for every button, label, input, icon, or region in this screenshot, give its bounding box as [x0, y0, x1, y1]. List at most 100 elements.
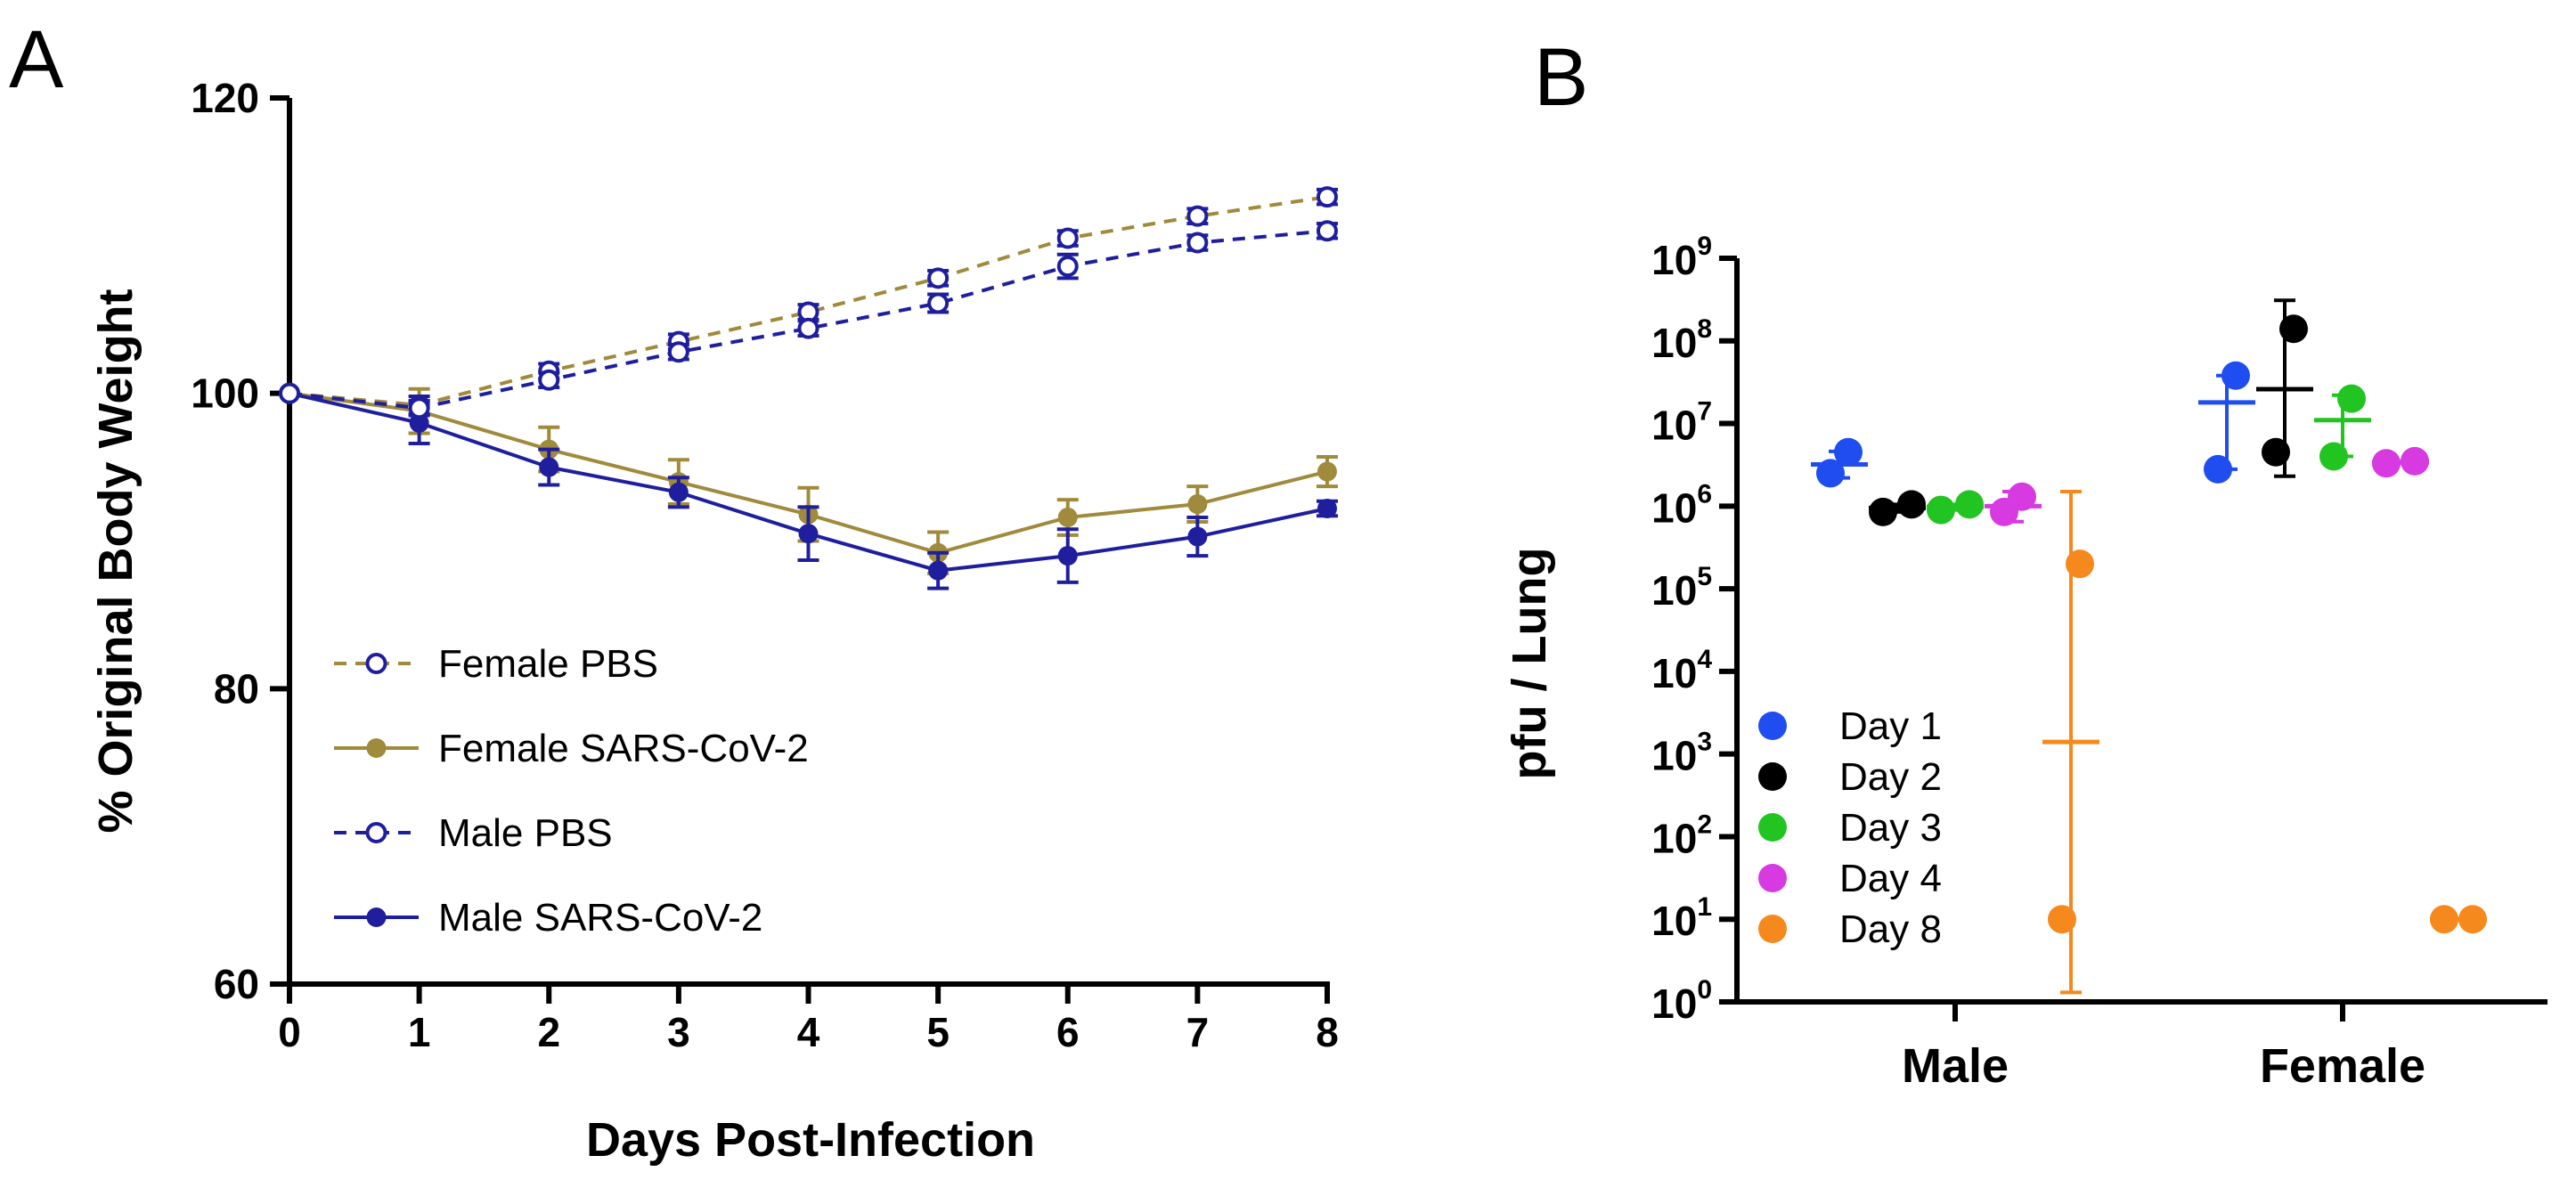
panel-a-y-axis-title: % Original Body Weight — [89, 289, 143, 833]
panel-a-male-pbs-point — [667, 341, 689, 363]
panel-b-day-8-point — [2066, 549, 2094, 579]
panel-a-y-tick-label: 100 — [191, 370, 259, 417]
panel-b-day-2-point — [1897, 490, 1926, 519]
panel-b-day-3-point — [1927, 495, 1955, 525]
panel-b-y-tick-exponent: 1 — [1697, 892, 1712, 922]
panel-a-y-tick-label: 60 — [214, 961, 259, 1007]
panel-b-day-1-point — [2204, 454, 2232, 484]
panel-b-legend-day-3-label: Day 3 — [1839, 806, 1942, 850]
panel-b-y-tick-base: 10 — [1651, 320, 1697, 366]
panel-b-y-tick-base: 10 — [1651, 898, 1697, 944]
panel-b-day-4-point — [2008, 482, 2036, 511]
panel-b-y-tick-label: 104 — [1651, 645, 1712, 696]
panel-a-axes: 60 80 100 120 0 1 2 3 4 5 6 7 8 — [191, 75, 1339, 1055]
panel-b-y-tick-exponent: 3 — [1697, 728, 1712, 757]
panel-b-y-tick-base: 10 — [1651, 650, 1697, 696]
panel-b-day-1-point — [1834, 437, 1863, 467]
panel-b-y-tick-label: 103 — [1651, 728, 1712, 779]
panel-a-x-tick-label: 4 — [797, 1009, 820, 1055]
panel-b-legend: Day 1 Day 2 Day 3 Day 4 Day 8 — [1758, 704, 1942, 951]
panel-a-x-tick-label: 0 — [278, 1009, 301, 1055]
panel-a-x-tick-label: 1 — [408, 1009, 431, 1055]
panel-b-day-8-point — [2048, 905, 2076, 934]
panel-b-y-tick-exponent: 5 — [1697, 562, 1712, 591]
panel-a-female-pbs-point — [1186, 205, 1209, 227]
panel-a-legend-male-pbs-label: Male PBS — [438, 811, 613, 855]
panel-a-series — [279, 186, 1338, 590]
panel-a-male-pbs-point — [408, 397, 430, 419]
panel-a-legend-female-sars-cov-2-marker — [366, 738, 387, 758]
panel-b-legend-day-2-label: Day 2 — [1839, 755, 1942, 799]
panel-a-male-pbs-point — [538, 369, 560, 391]
panel-b-y-tick-exponent: 4 — [1697, 645, 1712, 674]
panel-b-legend-day-1-label: Day 1 — [1839, 704, 1942, 748]
panel-a-legend-male-sars-cov-2-marker — [366, 907, 387, 927]
panel-a-male-pbs-line — [289, 229, 1328, 411]
panel-a-letter: A — [9, 14, 64, 105]
panel-a-legend-female-sars-cov-2-label: Female SARS-CoV-2 — [438, 727, 809, 770]
panel-a-female-sars-cov-2-point — [1187, 494, 1208, 515]
panel-a-male-sars-cov-2-point — [1317, 499, 1337, 519]
panel-b-day-3-point — [2337, 384, 2366, 413]
panel-a-x-tick-label: 8 — [1316, 1009, 1339, 1055]
panel-a-male-sars-cov-2-point — [1057, 546, 1078, 566]
panel-b-y-tick-label: 106 — [1651, 479, 1712, 531]
panel-b-y-tick-label: 100 — [1651, 975, 1712, 1027]
panel-b-day-2-point — [1869, 497, 1897, 526]
panel-b-y-tick-label: 101 — [1651, 892, 1712, 944]
panel-b-legend-day-8-marker — [1758, 915, 1787, 943]
panel-a-male-sars-cov-2-point — [539, 457, 559, 477]
panel-b-series — [1811, 298, 2487, 995]
panel-b-letter: B — [1534, 32, 1588, 123]
panel-a-male-sars-cov-2-point — [1187, 526, 1208, 547]
panel-a-male-pbs-point — [1317, 220, 1338, 242]
panel-a: A 60 80 100 120 0 1 2 3 4 5 6 7 8 Female PBS Female S… — [9, 14, 1339, 1167]
panel-a-male-pbs-point — [1056, 256, 1079, 278]
panel-a-female-sars-cov-2-point — [1057, 507, 1078, 527]
panel-b-y-tick-exponent: 0 — [1697, 975, 1712, 1005]
panel-a-legend-male-pbs-marker — [365, 822, 387, 843]
panel-b-y-axis-title: pfu / Lung — [1503, 548, 1556, 780]
panel-b-y-tick-label: 107 — [1651, 397, 1712, 449]
panel-b-day-3-point — [1955, 490, 1984, 519]
panel-a-y-tick-label: 80 — [214, 665, 259, 712]
panel-b-y-tick-base: 10 — [1651, 733, 1697, 779]
panel-b-y-tick-base: 10 — [1651, 567, 1697, 614]
panel-b-y-tick-exponent: 8 — [1697, 314, 1712, 344]
panel-a-male-pbs-point — [1186, 232, 1209, 254]
panel-a-legend-female-pbs-marker — [365, 653, 387, 674]
panel-b-legend-day-3-marker — [1758, 813, 1787, 842]
panel-a-x-tick-label: 7 — [1186, 1009, 1210, 1055]
panel-b-y-tick-label: 102 — [1651, 810, 1712, 861]
panel-b-legend-day-1-marker — [1758, 712, 1787, 740]
panel-b-y-tick-base: 10 — [1651, 981, 1697, 1027]
panel-b-y-tick-base: 10 — [1651, 484, 1697, 531]
panel-b-y-tick-label: 105 — [1651, 562, 1712, 614]
panel-b-x-tick-label-male: Male — [1902, 1039, 2009, 1093]
panel-b-y-tick-exponent: 6 — [1697, 479, 1712, 509]
panel-a-y-tick-label: 120 — [191, 75, 259, 121]
panel-a-male-pbs-point — [279, 382, 300, 404]
panel-a-x-tick-label: 5 — [926, 1009, 950, 1055]
panel-b-legend-day-4-marker — [1758, 864, 1787, 892]
panel-a-male-sars-cov-2-point — [928, 560, 949, 581]
panel-b-day-3-point — [2319, 442, 2348, 471]
panel-b-y-tick-exponent: 7 — [1697, 397, 1712, 427]
panel-a-x-axis-title: Days Post-Infection — [586, 1113, 1035, 1167]
panel-b-day-2-point — [2279, 314, 2308, 344]
panel-a-male-sars-cov-2-point — [668, 482, 689, 502]
panel-a-male-sars-cov-2-point — [409, 412, 429, 433]
panel-b-day-1-point — [2221, 361, 2250, 390]
panel-a-x-tick-label: 6 — [1056, 1009, 1080, 1055]
panel-b-x-tick-label-female: Female — [2260, 1039, 2425, 1093]
panel-b-y-tick-base: 10 — [1651, 403, 1697, 449]
panel-a-male-pbs-point — [797, 317, 819, 339]
panel-a-legend-male-sars-cov-2-label: Male SARS-CoV-2 — [438, 896, 762, 940]
panel-a-male-sars-cov-2-point — [798, 524, 819, 544]
panel-a-female-pbs-point — [927, 267, 950, 289]
panel-a-legend: Female PBS Female SARS-CoV-2 Male PBS Male … — [334, 642, 809, 940]
panel-b-y-tick-base: 10 — [1651, 237, 1697, 283]
panel-b-y-tick-label: 109 — [1651, 232, 1712, 283]
